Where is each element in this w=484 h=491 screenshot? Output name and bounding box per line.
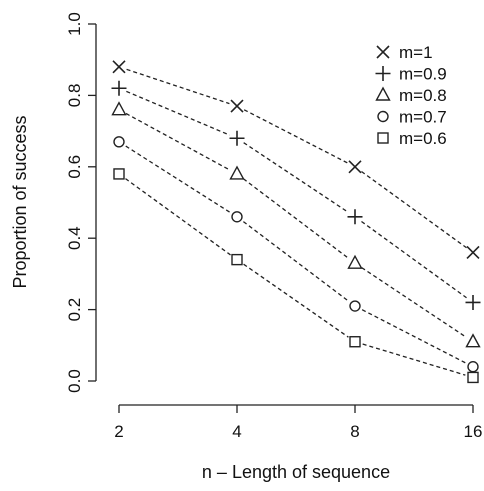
x-tick-label: 16 [464,422,483,441]
data-point-cross [466,245,480,260]
legend-marker-triangle [375,86,391,101]
series-line-segment [242,221,350,302]
series-line-segment [243,263,349,338]
series-circle [113,136,479,373]
x-axis-title: n – Length of sequence [202,462,390,482]
series-line-segment [361,170,467,249]
series-line-segment [243,109,349,164]
y-ticks: 0.0 0.2 0.4 0.6 0.8 1.0 [65,12,96,393]
y-tick-label: 1.0 [65,12,84,36]
series-line-segment [361,267,467,338]
legend-marker-cross [376,45,390,59]
legend-label: m=0.7 [399,108,447,127]
legend: m=1 m=0.9 m=0.8 m=0.7 m=0.6 [375,43,447,148]
data-point-square [349,336,361,348]
y-tick-label: 0.0 [65,369,84,393]
data-point-triangle [347,254,363,269]
series-group [111,60,481,384]
data-point-plus [229,130,245,146]
x-tick-label: 2 [114,422,123,441]
data-point-triangle [465,333,481,348]
series-plus [111,80,481,310]
series-line-segment [126,90,230,136]
series-line-segment [361,309,467,364]
data-point-circle [113,136,125,148]
data-point-triangle [111,101,127,116]
series-line-segment [125,178,231,256]
data-point-square [113,168,125,180]
legend-marker-square [377,132,389,144]
x-ticks: 2 4 8 16 [114,405,482,441]
y-tick-label: 0.4 [65,226,84,250]
axes [95,24,473,406]
series-line-segment [242,178,350,259]
series-line-segment [243,142,349,213]
data-point-circle [467,361,479,373]
data-point-plus [347,209,363,225]
series-line-segment [125,145,231,214]
legend-label: m=1 [399,43,433,62]
data-point-plus [465,294,481,310]
legend-label: m=0.8 [399,86,447,105]
series-cross [112,60,480,260]
data-point-cross [112,60,126,74]
data-point-square [231,253,243,266]
series-triangle [111,101,481,348]
series-line-segment [361,220,467,299]
x-tick-label: 8 [350,422,359,441]
legend-label: m=0.9 [399,65,447,84]
y-tick-label: 0.6 [65,155,84,179]
y-axis-title: Proportion of success [10,115,30,288]
legend-marker-circle [377,110,389,123]
data-point-circle [349,300,361,312]
y-tick-label: 0.2 [65,298,84,322]
series-line-segment [362,343,466,376]
series-square [113,168,479,384]
x-tick-label: 4 [232,422,241,441]
data-point-cross [230,99,244,113]
data-point-cross [348,160,362,174]
data-point-plus [111,80,127,96]
y-tick-label: 0.8 [65,84,84,108]
data-point-triangle [229,165,245,180]
legend-label: m=0.6 [399,129,447,148]
legend-marker-plus [375,66,391,81]
data-point-square [467,371,479,384]
data-point-circle [231,211,243,223]
series-line-segment [125,112,231,171]
